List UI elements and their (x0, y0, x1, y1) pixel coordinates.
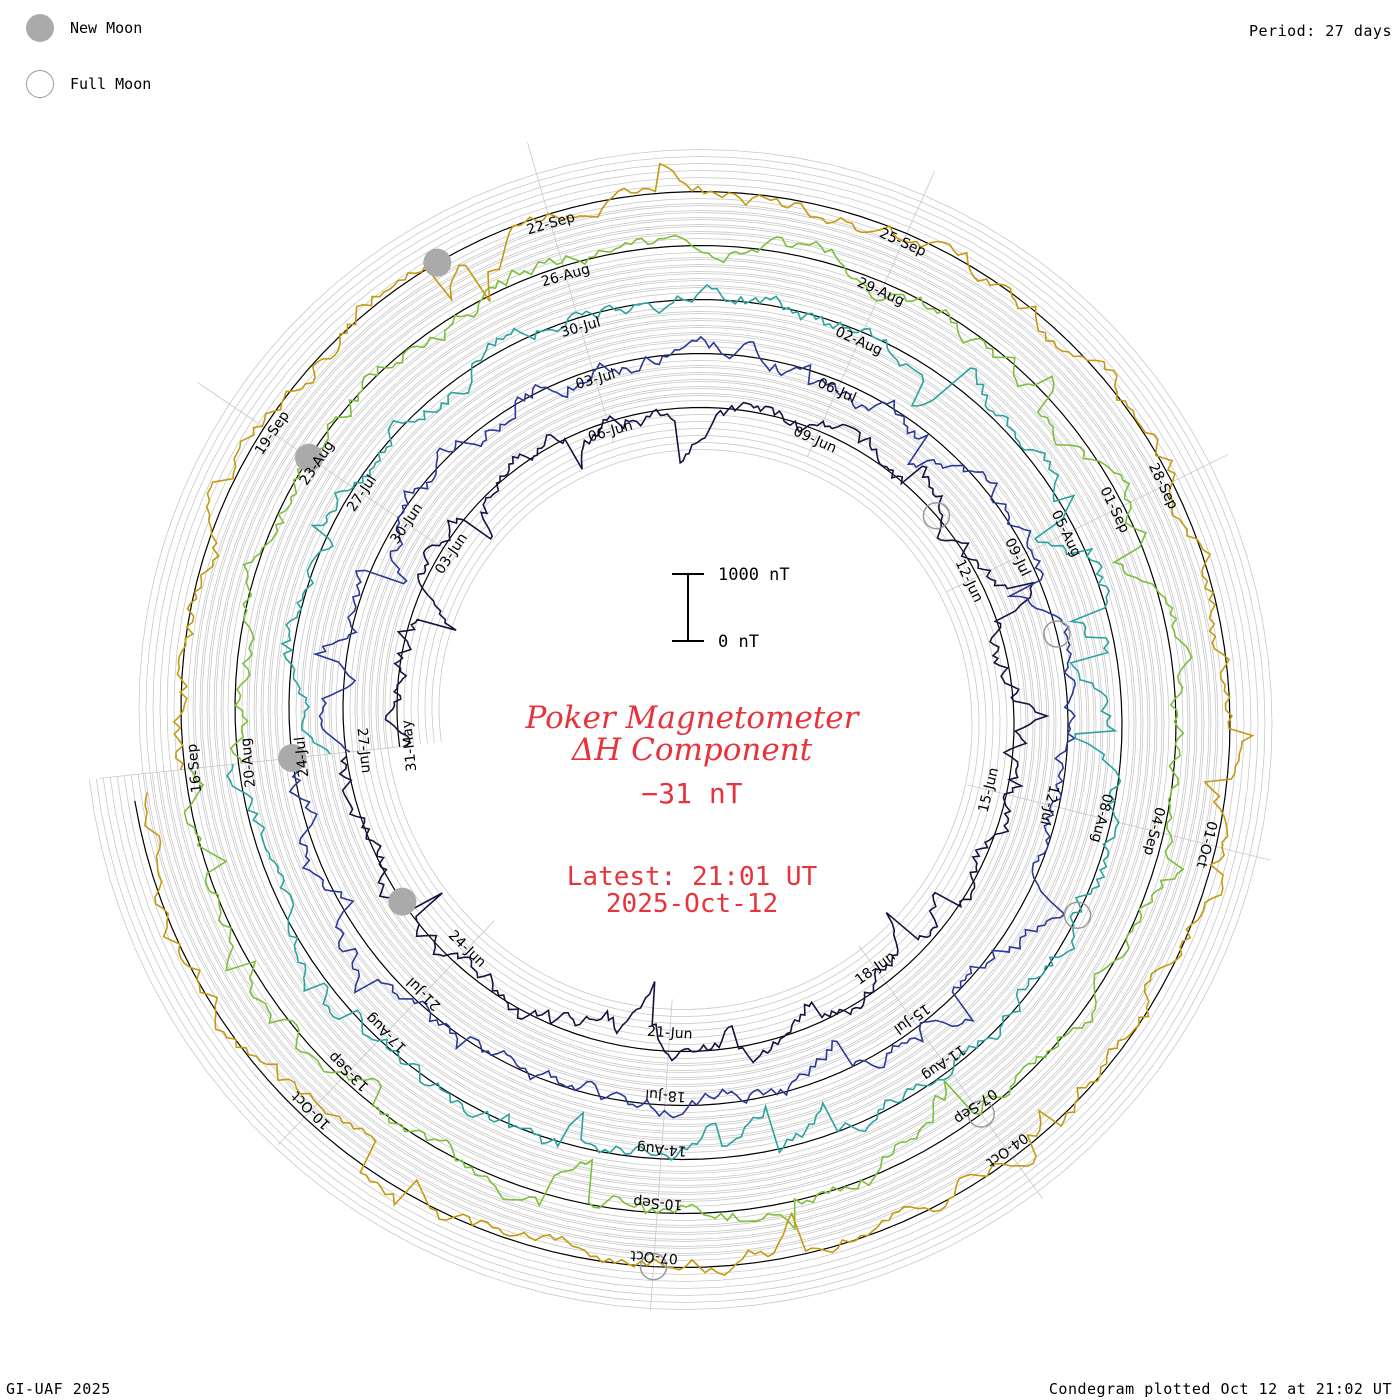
scale-top-label: 1000 nT (718, 565, 790, 585)
full-moon-marker (1043, 620, 1071, 648)
full-moon-marker (922, 501, 951, 530)
trace-turn-2 (288, 335, 1077, 1119)
full-moon-label: Full Moon (70, 75, 152, 93)
legend-new-moon: New Moon (26, 14, 142, 42)
grid-ring (88, 149, 1273, 1310)
day-spoke (98, 745, 410, 779)
latest-time: Latest: 21:01 UT (567, 862, 818, 892)
grid-ring (123, 184, 1238, 1275)
date-label: 20-Aug (238, 737, 259, 788)
new-moon-marker (423, 248, 452, 277)
full-moon-icon (26, 70, 54, 98)
date-label: 07-Oct (629, 1247, 678, 1266)
period-label: Period: 27 days (1249, 22, 1392, 40)
trace-turn-5 (144, 162, 1255, 1277)
new-moon-icon (26, 14, 54, 42)
baseline-path (134, 190, 1231, 1269)
center-title: Poker Magnetometer ΔH Component −31 nT L… (525, 700, 861, 919)
new-moon-label: New Moon (70, 19, 143, 37)
scale-bar: 1000 nT 0 nT (672, 565, 790, 652)
grid-ring (172, 233, 1189, 1226)
date-label: 27-Jul (344, 472, 380, 515)
footer-credit: GI-UAF 2025 (6, 1380, 111, 1398)
date-label: 18-Jul (645, 1086, 687, 1105)
grid-ring (95, 156, 1266, 1303)
grid-ring (109, 170, 1252, 1289)
legend-full-moon: Full Moon (26, 70, 151, 98)
baseline-spiral (134, 190, 1231, 1269)
new-moon-marker (278, 744, 307, 773)
scale-bottom-label: 0 nT (718, 632, 759, 652)
date-label: 21-Jun (647, 1024, 694, 1043)
date-label: 16-Sep (184, 743, 205, 794)
new-moon-marker (294, 443, 323, 472)
trace-turn-1 (338, 401, 1050, 1064)
title-line-2: ΔH Component (571, 732, 813, 768)
latest-date: 2025-Oct-12 (606, 889, 778, 919)
date-label: 31-May (399, 719, 420, 772)
grid-ring (102, 163, 1259, 1296)
full-moon-marker (967, 1100, 995, 1128)
grid-ring (165, 226, 1196, 1233)
grid-ring (144, 205, 1217, 1254)
footer-plotted: Condegram plotted Oct 12 at 21:02 UT (1048, 1380, 1392, 1398)
date-label: 15-Jun (976, 766, 1003, 814)
title-line-1: Poker Magnetometer (525, 700, 861, 736)
grid-ring (158, 219, 1203, 1240)
moon-markers (278, 248, 1092, 1281)
day-spoke (197, 382, 457, 558)
new-moon-marker (388, 887, 417, 916)
date-label: 27-Jun (353, 727, 374, 774)
date-label: 10-Sep (633, 1193, 683, 1212)
full-moon-marker (1063, 901, 1092, 930)
trace-turn-4 (183, 234, 1193, 1231)
day-spoke (947, 454, 1229, 592)
date-label: 14-Aug (636, 1139, 687, 1158)
data-traces (144, 162, 1255, 1277)
date-label: 12-Jul (1036, 783, 1061, 826)
current-value: −31 nT (641, 777, 742, 810)
trace-turn-3 (226, 283, 1122, 1162)
full-moon-marker (639, 1252, 668, 1281)
date-label: 24-Jul (292, 736, 312, 778)
day-spoke (858, 945, 1043, 1199)
date-label: 11-Aug (919, 1041, 969, 1083)
day-spoke (807, 170, 935, 457)
day-spoke (527, 142, 615, 444)
grid-ring (116, 177, 1245, 1282)
grid-ring (151, 212, 1210, 1247)
